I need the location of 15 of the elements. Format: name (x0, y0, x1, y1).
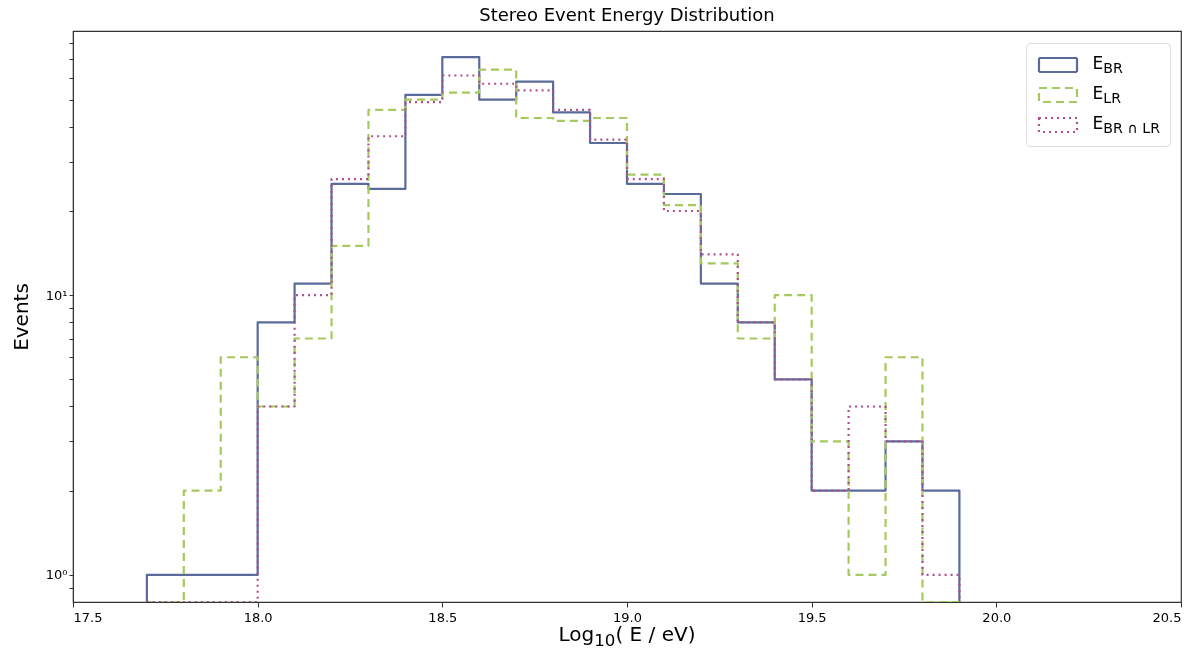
y-tick-label: 10¹ (45, 287, 68, 303)
x-tick-label: 20.0 (982, 609, 1012, 625)
y-axis-title: Events (8, 283, 33, 351)
x-axis-title: Log$_{10}$( E / eV) (558, 622, 696, 650)
legend-label: E$_{LR}$ (1092, 83, 1122, 107)
x-tick-label: 19.0 (613, 609, 642, 625)
x-tick-label: 19.5 (797, 609, 827, 625)
y-tick-label: 10⁰ (45, 567, 68, 583)
x-tick-label: 17.5 (73, 609, 103, 625)
x-tick-label: 20.5 (1152, 609, 1182, 625)
legend-label: E$_{BR ∩ LR}$ (1092, 113, 1160, 137)
chart-title: Stereo Event Energy Distribution (479, 4, 775, 25)
legend-label: E$_{BR}$ (1092, 53, 1123, 77)
x-tick-label: 18.0 (243, 609, 273, 625)
x-tick-label: 18.5 (428, 609, 458, 625)
